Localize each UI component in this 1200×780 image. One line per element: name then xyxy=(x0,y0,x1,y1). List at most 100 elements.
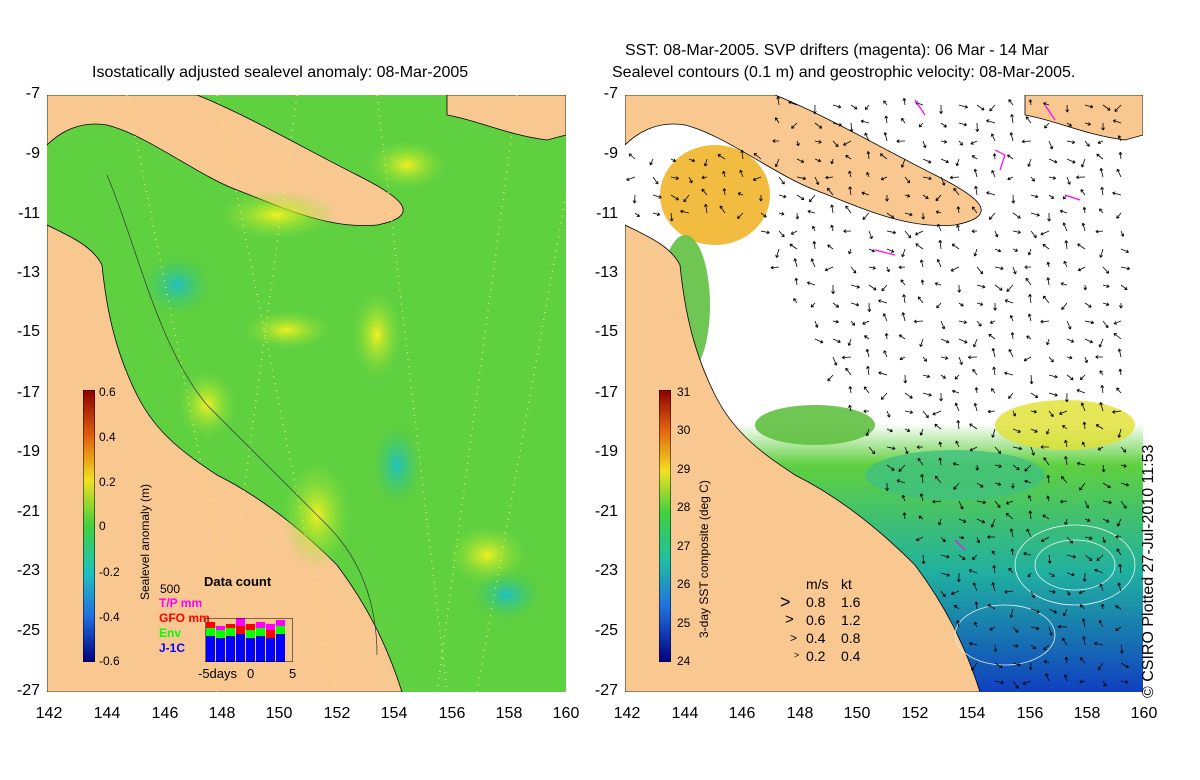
velocity-arrow xyxy=(791,122,798,129)
velocity-arrow xyxy=(1009,528,1014,538)
legend-arrow-icon: > xyxy=(790,631,798,645)
velocity-arrow xyxy=(885,482,889,491)
velocity-arrow xyxy=(1113,320,1122,325)
velocity-arrow xyxy=(901,248,906,258)
velocity-arrow xyxy=(652,176,659,185)
velocity-arrow xyxy=(770,265,780,270)
velocity-arrow xyxy=(1048,374,1058,379)
x-tick: 158 xyxy=(1073,705,1101,722)
velocity-arrow xyxy=(670,194,679,201)
velocity-arrow xyxy=(972,582,978,592)
velocity-arrow xyxy=(922,140,927,149)
velocity-arrow xyxy=(1064,240,1069,250)
velocity-arrow xyxy=(955,158,960,167)
velocity-arrow xyxy=(1079,679,1086,684)
velocity-arrow xyxy=(913,319,924,324)
velocity-arrow xyxy=(1093,641,1104,646)
velocity-arrow xyxy=(994,662,1003,669)
velocity-arrow xyxy=(1115,605,1122,610)
velocity-arrow xyxy=(971,662,978,671)
velocity-arrow xyxy=(722,188,727,196)
velocity-arrow xyxy=(1048,158,1058,164)
velocity-arrow xyxy=(1009,315,1014,322)
y-tick: -21 xyxy=(594,503,618,520)
colorbar-tick: 0.6 xyxy=(99,385,116,399)
velocity-arrow xyxy=(794,277,799,286)
data-count-x-label: 0 xyxy=(247,666,255,681)
velocity-arrow xyxy=(704,203,708,214)
velocity-arrow xyxy=(775,248,780,258)
x-tick: 146 xyxy=(151,705,179,722)
y-tick: -27 xyxy=(16,682,40,699)
velocity-arrow xyxy=(1115,535,1122,539)
velocity-arrow xyxy=(1042,514,1050,520)
velocity-arrow xyxy=(1025,277,1032,286)
x-tick: 142 xyxy=(613,705,641,722)
velocity-arrow xyxy=(1117,135,1122,142)
velocity-arrow xyxy=(1030,409,1037,414)
velocity-arrow xyxy=(1048,572,1055,577)
velocity-arrow xyxy=(832,302,840,308)
velocity-arrow xyxy=(759,194,763,202)
y-tick: -21 xyxy=(16,503,40,520)
velocity-arrow xyxy=(863,409,870,414)
velocity-arrow xyxy=(719,205,726,214)
velocity-arrow xyxy=(1082,635,1086,646)
data-count-x-label: -5days xyxy=(198,666,238,681)
velocity-arrow xyxy=(940,554,950,559)
velocity-arrow xyxy=(1084,536,1093,540)
velocity-arrow xyxy=(1040,230,1050,236)
velocity-arrow xyxy=(1063,674,1068,682)
velocity-arrow xyxy=(989,626,996,631)
velocity-arrow xyxy=(1030,230,1037,239)
velocity-arrow xyxy=(1063,608,1068,617)
velocity-arrow xyxy=(737,212,744,219)
velocity-arrow xyxy=(940,572,950,577)
velocity-arrow xyxy=(1116,548,1122,556)
velocity-arrow xyxy=(992,366,996,376)
velocity-arrow xyxy=(683,194,690,203)
velocity-arrow xyxy=(1060,476,1068,484)
velocity-arrow xyxy=(953,604,960,610)
data-count-title: Data count xyxy=(204,574,272,589)
velocity-arrow xyxy=(1098,619,1104,628)
velocity-arrow xyxy=(1028,662,1033,671)
velocity-arrow xyxy=(1040,445,1050,449)
velocity-arrow xyxy=(701,175,708,180)
velocity-arrow xyxy=(1114,104,1122,112)
data-count-x-label: 5 xyxy=(289,666,297,681)
velocity-arrow xyxy=(990,133,996,142)
colorbar-tick: 30 xyxy=(677,423,691,437)
velocity-arrow xyxy=(1045,673,1050,682)
colorbar-tick: 0.2 xyxy=(99,475,116,489)
velocity-arrow xyxy=(949,175,960,180)
velocity-arrow xyxy=(953,187,960,196)
velocity-arrow xyxy=(1012,248,1018,252)
velocity-arrow xyxy=(1080,158,1086,168)
velocity-arrow xyxy=(793,298,798,304)
y-tick: -17 xyxy=(594,384,618,401)
velocity-arrow xyxy=(626,176,636,182)
velocity-arrow xyxy=(796,194,805,201)
x-tick: 156 xyxy=(1016,705,1044,722)
velocity-arrow xyxy=(1082,572,1087,582)
velocity-arrow xyxy=(845,205,852,214)
velocity-arrow xyxy=(992,153,997,160)
velocity-arrow xyxy=(1066,590,1071,596)
velocity-arrow xyxy=(968,569,978,574)
velocity-arrow xyxy=(896,139,906,144)
legend-arrow-icon: > xyxy=(794,650,800,660)
velocity-arrow xyxy=(850,302,860,307)
velocity-arrow xyxy=(1076,175,1086,180)
credit-text: © CSIRO Plotted 27-Jul-2010 11:53 xyxy=(1140,444,1157,698)
velocity-arrow xyxy=(812,240,817,250)
velocity-arrow xyxy=(1008,348,1014,358)
velocity-arrow xyxy=(986,191,996,196)
velocity-arrow xyxy=(1060,282,1068,286)
velocity-arrow xyxy=(848,404,852,412)
velocity-arrow xyxy=(972,338,978,348)
y-tick: -25 xyxy=(594,622,618,639)
velocity-arrow xyxy=(1030,446,1035,456)
velocity-arrow xyxy=(1102,320,1109,329)
velocity-arrow xyxy=(958,554,966,561)
